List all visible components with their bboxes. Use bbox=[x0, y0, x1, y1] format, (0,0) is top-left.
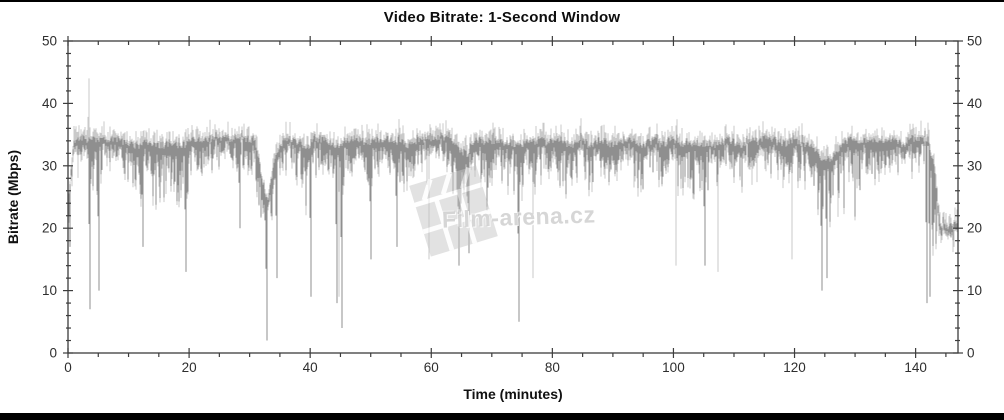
y-tick-label-left: 40 bbox=[42, 96, 57, 111]
x-tick-label: 100 bbox=[662, 360, 685, 375]
y-tick-label-left: 20 bbox=[42, 221, 57, 236]
y-tick-label-right: 50 bbox=[967, 34, 982, 49]
series-frame-peak bbox=[67, 78, 959, 328]
y-tick-label-left: 10 bbox=[42, 283, 57, 298]
y-tick-label-left: 50 bbox=[42, 34, 57, 49]
chart-title: Video Bitrate: 1-Second Window bbox=[383, 9, 621, 26]
x-tick-label: 20 bbox=[182, 360, 197, 375]
x-tick-label: 120 bbox=[783, 360, 806, 375]
y-tick-label-right: 0 bbox=[967, 346, 975, 361]
x-tick-label: 0 bbox=[64, 360, 72, 375]
x-tick-label: 40 bbox=[303, 360, 318, 375]
plot-border bbox=[67, 40, 959, 354]
x-tick-label: 140 bbox=[904, 360, 927, 375]
x-tick-label: 60 bbox=[424, 360, 439, 375]
y-tick-label-right: 10 bbox=[967, 283, 982, 298]
series-one-second-window bbox=[67, 130, 959, 341]
x-tick-label: 80 bbox=[545, 360, 560, 375]
letterbox-top-bar bbox=[0, 0, 1004, 2]
x-axis-label: Time (minutes) bbox=[463, 386, 563, 402]
letterbox-bottom-bar bbox=[0, 413, 1004, 420]
y-tick-label-left: 0 bbox=[49, 346, 57, 361]
y-tick-label-right: 20 bbox=[967, 221, 982, 236]
y-tick-label-left: 30 bbox=[42, 158, 57, 173]
y-tick-label-right: 30 bbox=[967, 158, 982, 173]
y-tick-label-right: 40 bbox=[967, 96, 982, 111]
